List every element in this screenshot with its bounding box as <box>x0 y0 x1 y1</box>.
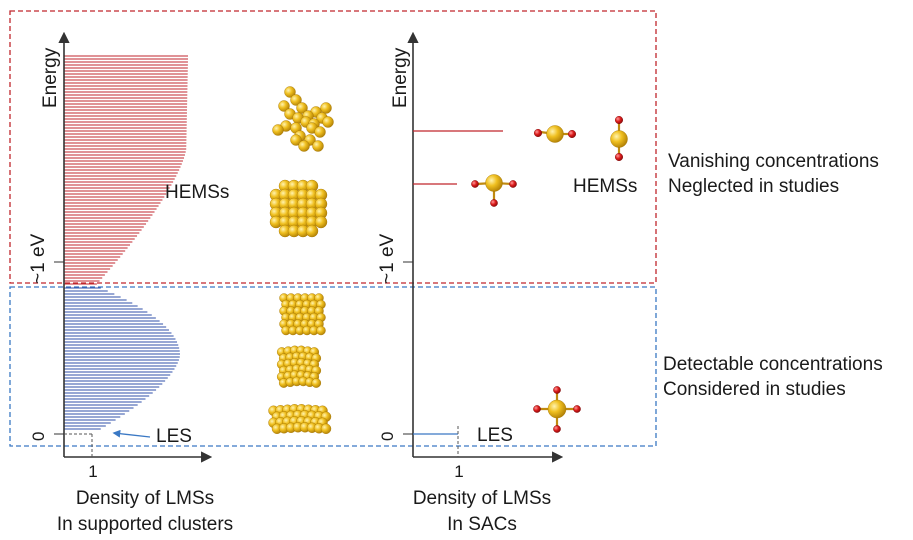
hems-lines-left <box>64 55 188 285</box>
upper-region-box <box>9 10 657 284</box>
oxygen-atom <box>471 180 479 188</box>
gold-atom <box>485 174 503 192</box>
upper-note-line1: Vanishing concentrations <box>668 151 879 172</box>
upper-note-line2: Neglected in studies <box>668 176 839 197</box>
gold-atom <box>298 140 310 152</box>
gold-atom <box>305 224 319 238</box>
right-les-label: LES <box>477 425 513 446</box>
cluster-raft-icon <box>268 404 332 434</box>
lower-region-box <box>9 286 657 447</box>
gold-atom <box>272 124 284 136</box>
oxygen-atom <box>568 129 577 138</box>
right-y-axis-label: Energy <box>390 47 411 108</box>
oxygen-atom <box>553 386 561 394</box>
gold-atom <box>547 399 567 419</box>
oxygen-atom <box>509 180 517 188</box>
oxygen-atom <box>553 425 561 433</box>
gold-atom <box>278 100 290 112</box>
les-arrow <box>112 429 151 438</box>
gold-atom <box>296 102 308 114</box>
left-panel: Energy ~1 eV 0 1 Density of LMSs In supp… <box>28 31 233 535</box>
cluster-cylinder-icon <box>276 345 322 388</box>
left-les-label: LES <box>156 426 192 447</box>
cluster-cube-icon <box>279 293 326 336</box>
right-x-axis-label-1: Density of LMSs <box>413 488 551 509</box>
oxygen-atom <box>490 199 498 207</box>
gold-atom <box>290 134 302 146</box>
right-panel: Energy ~1 eV 0 1 Density of LMSs In SACs… <box>377 31 637 535</box>
lower-note-line2: Considered in studies <box>663 379 846 400</box>
gold-atom <box>320 423 332 434</box>
left-x-axis-label-2: In supported clusters <box>57 514 233 535</box>
gold-atom <box>284 86 296 98</box>
sac-linear-icon <box>534 125 577 143</box>
lower-note-line1: Detectable concentrations <box>663 354 883 375</box>
gold-atom <box>290 94 302 106</box>
gold-atom <box>610 130 628 148</box>
gold-atom <box>546 125 564 143</box>
gold-atom <box>322 116 334 128</box>
right-x-tick: 1 <box>454 462 463 481</box>
les-lines-left <box>64 287 180 430</box>
left-x-tick: 1 <box>88 462 97 481</box>
oxygen-atom <box>615 152 624 161</box>
cluster-star-icon <box>272 86 334 152</box>
left-x-axis-label-1: Density of LMSs <box>76 488 214 509</box>
gold-atom <box>312 140 324 152</box>
sac-vertical-icon <box>610 115 628 161</box>
left-y-tick-ev: ~1 eV <box>28 233 49 284</box>
gold-atom <box>314 126 326 138</box>
cluster-plus-icon <box>269 179 328 238</box>
sac-cross-icon <box>533 386 581 433</box>
oxygen-atom <box>534 128 543 137</box>
right-x-axis-label-2: In SACs <box>447 514 517 535</box>
right-hems-label: HEMSs <box>573 176 637 197</box>
right-y-tick-ev: ~1 eV <box>377 233 398 284</box>
right-y-tick-zero: 0 <box>378 432 397 441</box>
left-y-tick-zero: 0 <box>29 432 48 441</box>
oxygen-atom <box>533 405 541 413</box>
gold-atom <box>314 215 328 229</box>
oxygen-atom <box>615 115 624 124</box>
oxygen-atom <box>573 405 581 413</box>
left-hems-label: HEMSs <box>165 182 229 203</box>
gold-atom <box>320 102 332 114</box>
sac-tri-icon <box>471 174 517 207</box>
gold-atom <box>316 325 326 336</box>
gold-atom <box>311 378 322 388</box>
left-y-axis-label: Energy <box>40 47 61 108</box>
